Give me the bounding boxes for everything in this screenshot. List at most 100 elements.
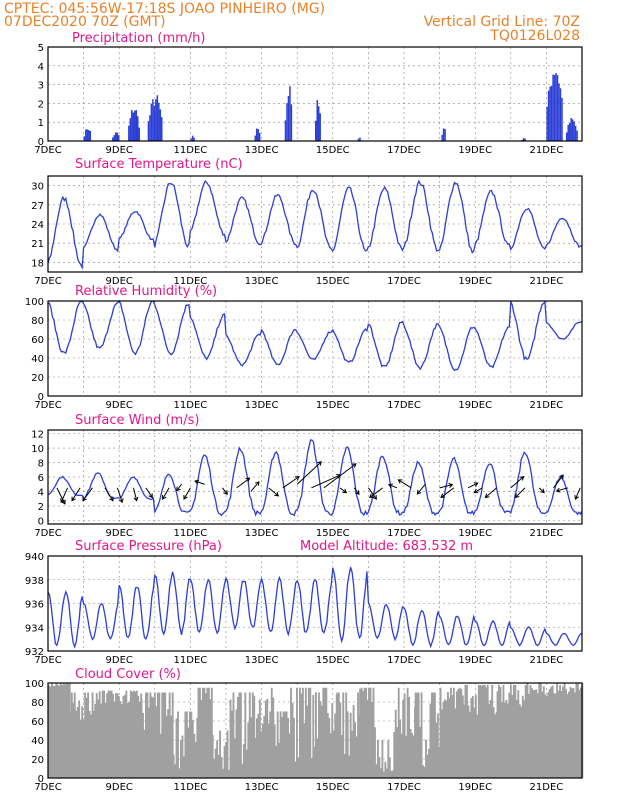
wind-arrowhead	[473, 488, 479, 494]
cloud-bar	[95, 693, 98, 778]
x-tick-label: 15DEC	[316, 782, 350, 793]
cloud-bar	[381, 740, 384, 778]
cloud-bar	[222, 768, 225, 778]
precip-bar	[149, 115, 151, 141]
cloud-bar	[204, 693, 207, 778]
cloud-bar	[435, 722, 438, 778]
x-tick-label: 19DEC	[458, 276, 492, 287]
panel-frame	[47, 175, 583, 273]
wind-vector	[82, 487, 93, 501]
cloud-bar	[184, 711, 187, 778]
precip-bar	[315, 120, 317, 141]
x-tick-label: 15DEC	[316, 145, 350, 156]
cloud-bar	[332, 730, 335, 778]
cloud-bar	[250, 717, 253, 778]
y-tick-label: 0	[38, 392, 44, 403]
precip-bar	[317, 106, 320, 141]
wind-vector	[296, 461, 322, 485]
cloud-bar	[220, 756, 223, 778]
cloud-bar	[223, 746, 226, 778]
y-tick-label: 3	[38, 81, 44, 92]
precip-bar	[150, 103, 153, 141]
cloud-bar	[420, 692, 423, 778]
x-tick-label: 21DEC	[530, 145, 564, 156]
cloud-bar	[110, 690, 113, 778]
cloud-bar	[72, 703, 75, 778]
cloud-bar	[104, 702, 107, 778]
cloud-bar	[363, 687, 366, 778]
x-tick-label: 17DEC	[387, 655, 421, 666]
precip-bar	[568, 123, 571, 141]
wind-arrowhead	[372, 495, 377, 500]
cloud-bar	[460, 689, 463, 778]
x-tick-label: 17DEC	[387, 400, 421, 411]
panel-title: Cloud Cover (%)	[75, 667, 181, 682]
cloud-bar	[258, 699, 261, 778]
wind-vector	[60, 487, 69, 503]
series-line	[47, 179, 583, 270]
cloud-bar	[340, 735, 343, 778]
cloud-bar	[113, 701, 116, 778]
cloud-bar	[529, 684, 532, 778]
wind-arrowhead	[574, 495, 579, 500]
cloud-bar	[135, 690, 138, 778]
wind-vector	[416, 483, 426, 495]
cloud-bar	[138, 701, 141, 778]
cloud-bar	[436, 713, 439, 778]
cloud-bar	[313, 746, 316, 778]
cloud-bar	[170, 715, 173, 778]
cloud-bar	[234, 738, 236, 778]
cloud-bar	[257, 713, 260, 778]
cloud-bar	[451, 695, 454, 778]
precip-bar	[573, 121, 575, 141]
cloud-bar	[75, 710, 78, 778]
wind-arrowhead	[440, 493, 446, 499]
y-tick-label: 30	[31, 182, 44, 193]
wind-arrowhead	[555, 487, 561, 493]
cloud-bar	[452, 687, 455, 778]
cloud-bar	[377, 740, 379, 778]
wind-vector	[439, 484, 453, 489]
precip-bar	[159, 109, 162, 141]
cloud-bar	[245, 749, 248, 778]
wind-arrowhead	[355, 490, 360, 496]
wind-vector	[71, 487, 81, 501]
cloud-bar	[411, 733, 414, 778]
cloud-bar	[307, 687, 310, 778]
cloud-bar	[442, 701, 445, 778]
wind-arrowhead	[194, 479, 200, 485]
wind-arrowhead	[342, 488, 348, 494]
cloud-bar	[485, 687, 488, 778]
cloud-bar	[477, 684, 480, 778]
precip-bar	[524, 138, 526, 141]
cloud-bar	[568, 691, 570, 778]
wind-vector	[515, 487, 526, 498]
wind-arrowhead	[416, 489, 422, 495]
y-tick-label: 18	[31, 258, 44, 269]
cloud-bar	[296, 687, 298, 778]
wind-vector	[574, 487, 581, 500]
x-tick-label: 19DEC	[458, 782, 492, 793]
panel-frame	[47, 300, 583, 397]
cloud-bar	[463, 704, 466, 778]
cloud-bar	[320, 705, 323, 778]
precip-bar	[550, 85, 553, 141]
wind-arrowhead	[351, 463, 357, 468]
cloud-bar	[565, 689, 567, 778]
precip-bar	[287, 95, 290, 141]
y-tick-label: 2	[38, 99, 44, 110]
cloud-bar	[517, 690, 520, 778]
cloud-bar	[518, 704, 521, 778]
panel-title: Relative Humidity (%)	[75, 284, 217, 299]
precip-bar	[135, 110, 137, 141]
cloud-bar	[137, 695, 140, 778]
cloud-bar	[67, 683, 70, 778]
cloud-bar	[316, 738, 319, 778]
precip-bar	[257, 129, 259, 141]
cloud-bar	[267, 723, 270, 778]
cloud-bar	[255, 718, 258, 778]
y-tick-label: 4	[38, 487, 44, 498]
wind-vector	[282, 476, 300, 489]
cloud-bar	[419, 726, 422, 778]
x-tick-label: 11DEC	[174, 400, 208, 411]
